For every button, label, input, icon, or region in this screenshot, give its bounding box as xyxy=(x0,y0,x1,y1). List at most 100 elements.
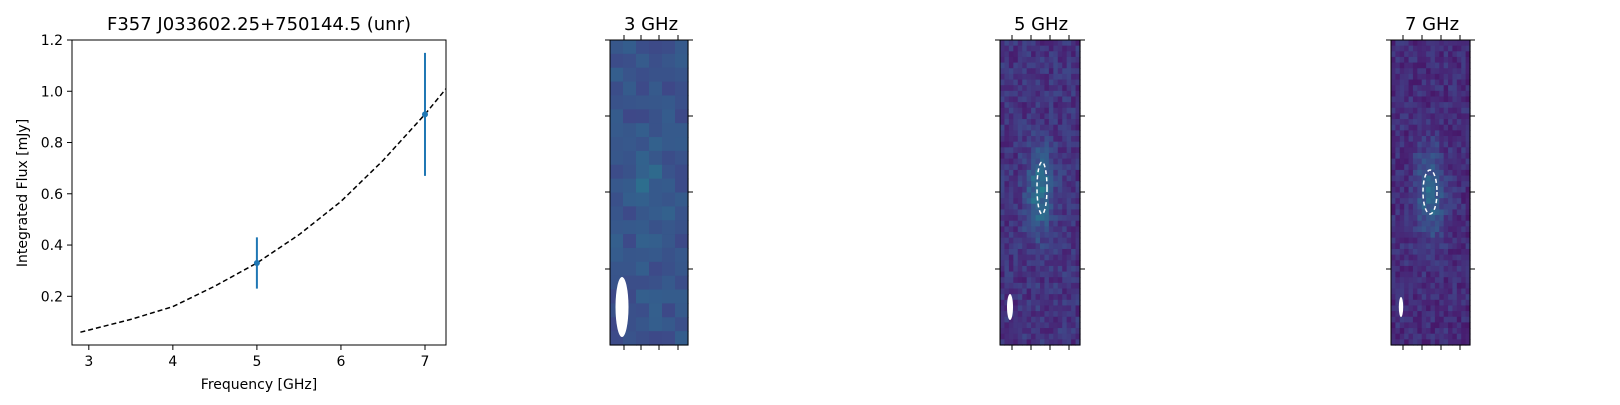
pixel xyxy=(675,81,689,97)
pixel xyxy=(1412,265,1418,273)
pixel xyxy=(1008,260,1014,267)
pixel xyxy=(1426,119,1432,126)
pixel xyxy=(1026,277,1032,284)
pixel xyxy=(1434,237,1440,244)
pixel xyxy=(1434,271,1440,278)
pixel xyxy=(1395,215,1401,222)
pixel xyxy=(1426,248,1432,256)
pixel xyxy=(1044,339,1050,346)
pixel xyxy=(1057,260,1063,267)
pixel xyxy=(1417,51,1423,58)
pixel xyxy=(1426,107,1432,115)
pixel xyxy=(1004,51,1010,58)
pixel xyxy=(1430,333,1436,340)
pixel xyxy=(1048,175,1054,182)
pixel xyxy=(1035,328,1041,335)
pixel xyxy=(1404,322,1410,329)
pixel xyxy=(1004,328,1010,335)
pixel xyxy=(1040,203,1046,211)
pixel xyxy=(1404,169,1410,177)
pixel xyxy=(1456,220,1462,227)
pixel xyxy=(1017,277,1023,284)
pixel xyxy=(1465,339,1471,346)
pixel xyxy=(1066,107,1072,115)
pixel xyxy=(1412,147,1418,154)
pixel xyxy=(1062,209,1068,216)
pixel xyxy=(1391,277,1396,284)
pixel xyxy=(1412,339,1418,346)
pixel xyxy=(1448,288,1454,295)
pixel xyxy=(675,95,689,110)
pixel xyxy=(1430,339,1436,346)
pixel xyxy=(1008,282,1014,290)
pixel xyxy=(1443,311,1449,318)
x-tick-label: 4 xyxy=(168,354,177,370)
pixel xyxy=(1395,192,1401,199)
pixel xyxy=(1004,232,1010,239)
pixel xyxy=(1004,141,1010,148)
pixel xyxy=(1421,102,1427,109)
pixel xyxy=(1048,181,1054,188)
pixel xyxy=(1075,333,1081,340)
pixel xyxy=(1399,124,1405,131)
pixel xyxy=(1452,85,1458,92)
pixel xyxy=(1448,62,1454,69)
pixel xyxy=(1443,215,1449,222)
pixel xyxy=(1017,73,1023,81)
pixel xyxy=(1412,40,1418,47)
pixel xyxy=(1048,254,1054,261)
pixel xyxy=(1443,130,1449,137)
pixel xyxy=(1461,339,1467,346)
pixel xyxy=(1022,333,1028,340)
pixel xyxy=(1071,136,1077,143)
pixel xyxy=(1439,175,1445,182)
pixel xyxy=(1452,305,1458,312)
pixel xyxy=(1443,243,1449,250)
pixel xyxy=(1031,220,1037,227)
pixel xyxy=(1439,56,1445,64)
pixel xyxy=(1399,119,1405,126)
pixel xyxy=(1044,288,1050,295)
pixel xyxy=(1434,175,1440,182)
pixel xyxy=(649,109,663,124)
pixel xyxy=(1412,203,1418,211)
pixel xyxy=(1031,56,1037,64)
pixel xyxy=(1421,282,1427,290)
pixel xyxy=(1465,158,1471,165)
pixel xyxy=(1062,147,1068,154)
pixel xyxy=(623,178,637,194)
pixel xyxy=(1426,237,1432,244)
pixel xyxy=(1395,119,1401,126)
pixel xyxy=(1008,51,1014,58)
pixel xyxy=(1443,96,1449,103)
pixel xyxy=(1456,147,1462,154)
pixel xyxy=(1452,277,1458,284)
pixel xyxy=(1456,316,1462,324)
pixel xyxy=(662,67,676,83)
pixel xyxy=(1430,237,1436,244)
pixel xyxy=(1066,175,1072,182)
pixel xyxy=(1008,254,1014,261)
pixel xyxy=(1461,311,1467,318)
pixel xyxy=(1404,271,1410,278)
pixel xyxy=(1031,107,1037,115)
pixel xyxy=(1035,107,1041,115)
pixel xyxy=(1048,271,1054,278)
pixel xyxy=(1391,56,1396,64)
pixel xyxy=(1008,141,1014,148)
pixel xyxy=(1461,288,1467,295)
pixel xyxy=(1044,51,1050,58)
pixel xyxy=(1421,152,1427,160)
pixel xyxy=(1404,215,1410,222)
pixel xyxy=(1452,40,1458,47)
pixel xyxy=(1456,198,1462,205)
pixel xyxy=(1004,260,1010,267)
pixel xyxy=(1443,102,1449,109)
pixel xyxy=(1075,113,1081,120)
pixel xyxy=(1008,339,1014,346)
pixel xyxy=(675,67,689,83)
pixel xyxy=(1404,124,1410,131)
image-panel-5ghz: 5 GHz xyxy=(995,14,1085,350)
pixel xyxy=(1452,282,1458,290)
pixel xyxy=(1443,277,1449,284)
